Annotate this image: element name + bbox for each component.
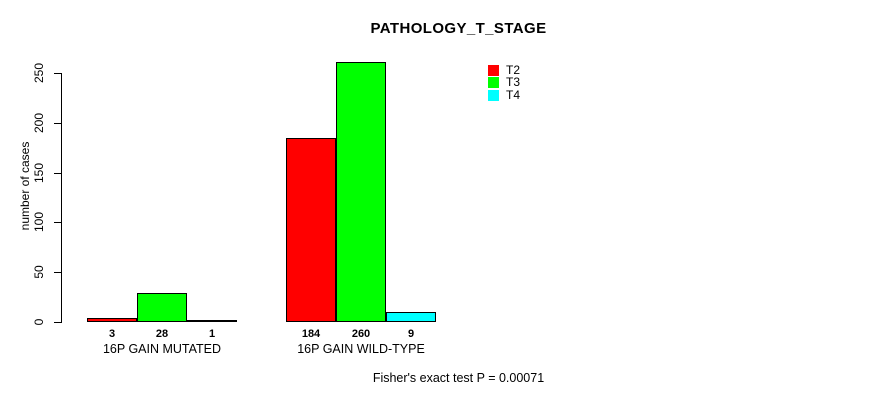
legend: T2 T3 T4 [488,63,521,102]
y-tick-label: 200 [32,112,46,134]
y-tick-label: 150 [32,162,46,184]
y-tick-mark [54,272,61,273]
y-tick-mark [54,173,61,174]
legend-item-t4: T4 [488,87,521,102]
y-tick-mark [54,322,61,323]
chart-title: PATHOLOGY_T_STAGE [370,20,547,37]
bar-value-label: 184 [301,328,321,340]
bar-t4-mutated [187,320,237,322]
bar-t2-wild-type [286,138,336,322]
legend-swatch-t2 [488,65,499,76]
bar-t4-wild-type [386,312,436,322]
legend-item-t3: T3 [488,75,521,90]
bar-t3-wild-type [336,62,386,322]
footnote-text: Fisher's exact test P = 0.00071 [372,371,545,385]
y-tick-mark [54,222,61,223]
legend-label: T4 [506,87,521,102]
bar-t3-mutated [137,293,187,322]
bar-value-label: 28 [155,328,169,340]
y-tick-label: 50 [32,265,46,279]
bar-value-label: 260 [351,328,371,340]
bar-value-label: 3 [108,328,116,340]
y-tick-mark [54,123,61,124]
y-tick-mark [54,73,61,74]
legend-swatch-t4 [488,89,499,101]
y-axis-line [61,73,62,323]
legend-swatch-t3 [488,77,499,89]
category-label: 16P GAIN WILD-TYPE [297,342,425,356]
legend-label: T2 [506,63,521,77]
bar-value-label: 9 [407,328,415,340]
legend-label: T3 [506,75,521,90]
y-tick-label: 100 [32,211,46,233]
y-axis-title: number of cases [18,141,32,231]
bar-t2-mutated [87,318,137,322]
bar-value-label: 1 [208,328,216,340]
legend-item-t2: T2 [488,63,521,77]
category-label: 16P GAIN MUTATED [102,342,222,356]
y-tick-label: 0 [32,318,46,326]
y-tick-label: 250 [32,62,46,84]
